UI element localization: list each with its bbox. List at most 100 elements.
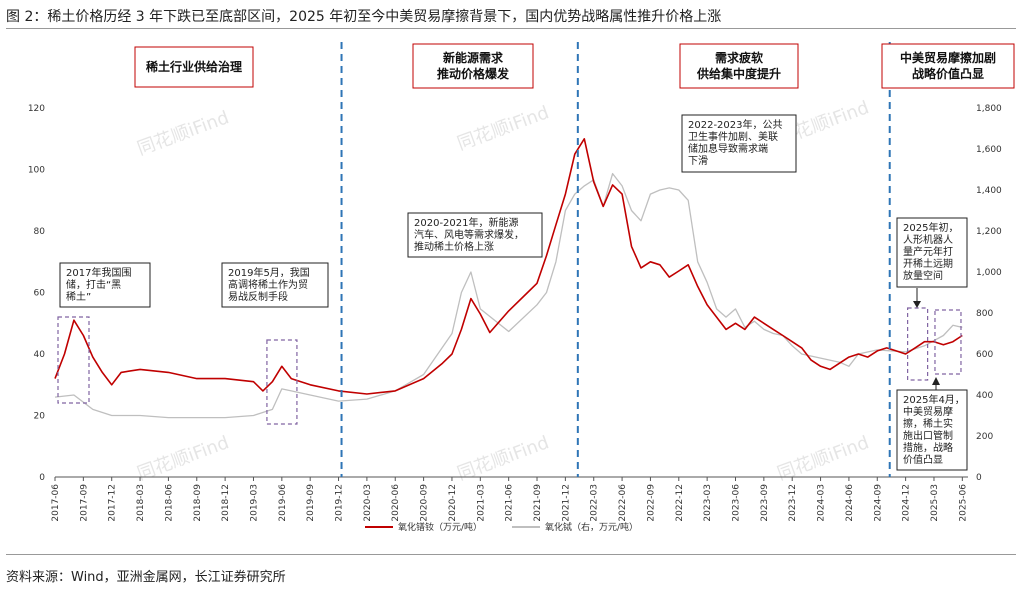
legend-label-tb-oxide: 氧化铽（右，万元/吨） [545,521,638,533]
x-tick-label: 2020-03 [363,484,373,522]
annotation-box [221,262,329,308]
x-tick-label: 2021-06 [505,484,515,522]
y-right-tick-label: 1,800 [976,104,1002,114]
y-right-tick-label: 400 [976,391,993,401]
phase-box [881,43,1015,89]
title-rule [6,28,1016,29]
x-tick-label: 2021-03 [476,484,486,522]
x-tick-label: 2022-06 [618,484,628,522]
annotation-box [896,217,968,288]
annotation-text: 推动稀土价格上涨 [414,240,494,253]
annotation-text: 施出口管制 [903,429,953,442]
y-right-tick-label: 800 [976,309,993,319]
x-tick-label: 2023-06 [731,484,741,522]
annotation-arrowhead [932,377,940,385]
annotation-text: 储，打击“黑 [66,278,121,291]
phase-label: 新能源需求 [443,50,504,65]
annotation-text: 2025年4月， [903,393,965,406]
phase-label: 中美贸易摩擦加剧 [900,50,996,65]
phase-label: 供给集中度提升 [696,66,781,81]
y-right-tick-label: 0 [976,473,982,483]
x-tick-label: 2021-12 [561,484,571,522]
y-right-tick-label: 1,400 [976,186,1002,196]
annotation-text: 量产元年打 [903,245,953,258]
y-left-tick-label: 40 [34,350,46,360]
annotation-box [59,262,151,308]
annotation-box [407,212,543,258]
x-tick-label: 2020-09 [420,484,430,522]
x-tick-label: 2018-06 [164,484,174,522]
phase-label: 战略价值凸显 [912,66,984,81]
phase-label: 需求疲软 [715,50,763,65]
y-left-tick-label: 80 [34,227,46,237]
x-tick-label: 2019-12 [335,484,345,522]
x-tick-label: 2020-12 [448,484,458,522]
x-tick-label: 2017-12 [108,484,118,522]
annotation-text: 放量空间 [903,269,943,282]
annotation-arrowhead [913,301,921,308]
phase-box [134,46,254,88]
phase-box [679,43,799,89]
x-tick-label: 2023-09 [760,484,770,522]
annotation-text: 2025年初， [903,221,958,234]
figure-title: 图 2：稀土价格历经 3 年下跌已至底部区间，2025 年初至今中美贸易摩擦背景… [6,9,722,25]
phase-box [412,43,534,89]
series-line-tb-oxide [54,172,963,419]
annotation-text: 下滑 [688,155,708,167]
x-tick-label: 2024-09 [873,484,883,522]
annotation-text: 2017年我国围 [66,266,131,279]
annotation-text: 储加息导致需求端 [688,142,768,155]
y-left-tick-label: 60 [34,289,46,299]
x-tick-label: 2023-12 [788,484,798,522]
phase-label: 推动价格爆发 [437,66,510,81]
highlight-box [266,339,298,425]
x-tick-label: 2019-06 [278,484,288,522]
annotation-text: 汽车、风电等需求爆发， [414,228,524,241]
source-note: 资料来源：Wind，亚洲金属网，长江证券研究所 [6,570,286,585]
annotation-text: 人形机器人 [903,233,953,246]
x-tick-label: 2021-09 [533,484,543,522]
x-tick-label: 2020-06 [391,484,401,522]
annotation-text: 中美贸易摩 [903,405,953,418]
y-left-tick-label: 120 [28,104,45,114]
x-tick-label: 2025-03 [930,484,940,522]
y-left-tick-label: 20 [34,412,46,422]
x-tick-label: 2018-09 [193,484,203,522]
x-tick-label: 2018-12 [221,484,231,522]
annotation-text: 措施，战略 [903,441,953,454]
x-tick-label: 2019-03 [249,484,259,522]
x-tick-label: 2018-03 [136,484,146,522]
x-tick-label: 2024-12 [902,484,912,522]
watermark-text: 同花顺iFind [455,102,552,155]
x-tick-label: 2024-03 [817,484,827,522]
legend-label-pr-nd-oxide: 氧化镨钕（万元/吨） [398,521,482,533]
x-tick-label: 2025-06 [958,484,968,522]
annotation-text: 稀土” [66,290,91,303]
x-tick-label: 2017-06 [51,484,61,522]
x-tick-label: 2022-12 [675,484,685,522]
x-tick-label: 2019-09 [306,484,316,522]
annotation-box [896,389,968,471]
annotation-text: 价值凸显 [903,453,943,466]
x-tick-label: 2024-06 [845,484,855,522]
annotation-box [681,114,797,173]
series-line-pr-nd-oxide [54,138,963,395]
highlight-box [907,307,929,381]
annotation-text: 易战反制手段 [228,290,288,303]
x-tick-label: 2022-03 [590,484,600,522]
annotation-text: 2020-2021年，新能源 [414,216,519,229]
annotation-text: 2019年5月，我国 [228,266,310,279]
highlight-box [934,309,962,375]
y-right-tick-label: 1,200 [976,227,1002,237]
x-tick-label: 2022-09 [646,484,656,522]
annotation-text: 2022-2023年，公共 [688,118,783,131]
y-right-tick-label: 1,000 [976,268,1002,278]
watermark-text: 同花顺iFind [135,107,232,160]
annotation-text: 开稀土远期 [903,257,953,270]
y-left-tick-label: 100 [28,166,45,176]
highlight-box [57,316,90,404]
x-tick-label: 2017-09 [79,484,89,522]
footer-rule [6,554,1016,555]
annotation-text: 擦，稀土实 [903,417,953,430]
